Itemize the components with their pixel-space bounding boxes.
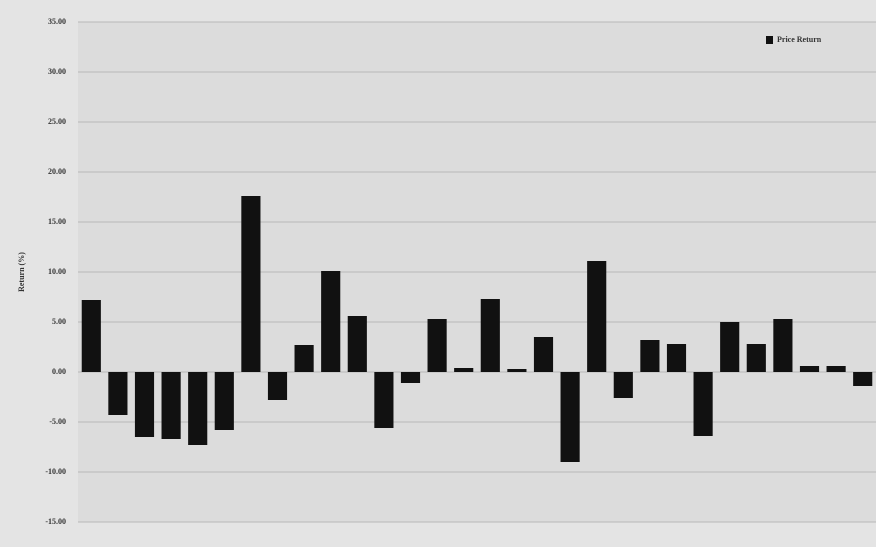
bar — [613, 372, 633, 398]
bar — [454, 368, 474, 372]
bar — [134, 372, 155, 437]
bar — [241, 196, 261, 372]
y-tick-label: -10.00 — [45, 467, 66, 476]
bar — [214, 372, 234, 430]
bar — [400, 372, 421, 383]
bar — [321, 271, 341, 372]
y-tick-label: 0.00 — [52, 367, 66, 376]
y-tick-label: 20.00 — [48, 167, 66, 176]
bar — [587, 261, 607, 372]
bar — [507, 369, 527, 372]
y-tick-label: 30.00 — [48, 67, 66, 76]
bar — [108, 372, 128, 415]
y-tick-label: -5.00 — [49, 417, 66, 426]
y-tick-label: 15.00 — [48, 217, 66, 226]
bar — [427, 319, 447, 372]
bar — [746, 344, 766, 372]
bar — [853, 372, 873, 386]
y-tick-label: 25.00 — [48, 117, 66, 126]
bar — [640, 340, 660, 372]
bar — [693, 372, 713, 436]
y-tick-label: -15.00 — [45, 517, 66, 526]
bar — [799, 366, 820, 372]
legend-label: Price Return — [777, 35, 822, 44]
bar — [826, 366, 846, 372]
bar — [666, 344, 687, 372]
legend-swatch — [766, 36, 773, 44]
bar — [294, 345, 314, 372]
bar — [267, 372, 288, 400]
bar — [560, 372, 580, 462]
bar — [773, 319, 793, 372]
bar — [161, 372, 181, 439]
y-tick-label: 10.00 — [48, 267, 66, 276]
bar — [81, 300, 101, 372]
bar — [533, 337, 554, 372]
y-axis-label: Return (%) — [17, 252, 26, 292]
y-tick-label: 35.00 — [48, 17, 66, 26]
bar — [188, 372, 208, 445]
bar — [480, 299, 500, 372]
bar — [720, 322, 740, 372]
bar — [347, 316, 367, 372]
bar — [374, 372, 394, 428]
y-tick-label: 5.00 — [52, 317, 66, 326]
